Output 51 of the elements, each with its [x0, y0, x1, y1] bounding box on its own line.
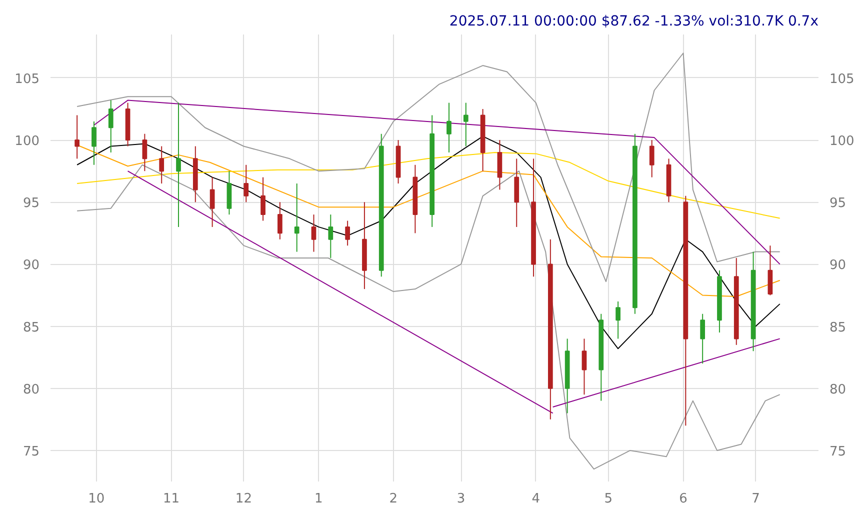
candlestick	[108, 100, 114, 153]
y2-tick-label: 90	[830, 258, 846, 274]
y2-tick-label: 105	[830, 72, 854, 87]
line-series	[93, 100, 780, 265]
y2-tick-label: 85	[830, 320, 846, 336]
candlestick	[700, 313, 706, 364]
y-tick-label: 100	[14, 134, 40, 150]
candlestick	[244, 164, 249, 203]
y-tick-label: 80	[22, 382, 40, 398]
x-tick-label: 7	[752, 492, 760, 505]
candlestick	[159, 146, 164, 184]
x-tick-label: 1	[314, 492, 323, 505]
line-series	[76, 52, 780, 282]
candlestick	[260, 176, 266, 222]
candlestick	[311, 214, 316, 252]
line-series	[76, 152, 780, 219]
x-tick-label: 3	[456, 492, 466, 505]
candlestick	[176, 102, 181, 228]
candlestick	[616, 300, 620, 340]
x-tick-label: 5	[604, 492, 613, 505]
x-tick-label: 6	[679, 492, 688, 505]
candlestick	[446, 102, 452, 153]
candlestick	[768, 245, 773, 296]
y-tick-label: 90	[22, 258, 40, 274]
candlestick	[345, 220, 350, 246]
y-tick-label: 75	[22, 444, 40, 460]
candlestick	[74, 114, 80, 160]
candlestick	[649, 140, 654, 178]
candlestick	[582, 338, 587, 396]
x-tick-label: 11	[162, 492, 180, 505]
candlestick	[210, 176, 215, 228]
x-tick-label: 2	[389, 492, 398, 505]
chart-title: 2025.07.11 00:00:00 $87.62 -1.33% vol:310.7K 0.7x	[449, 14, 819, 30]
x-tick-label: 4	[532, 492, 540, 505]
x-tick-label: 12	[235, 492, 252, 505]
candlestick	[463, 102, 468, 147]
y-tick-label: 105	[14, 72, 40, 87]
y2-tick-label: 100	[830, 134, 854, 150]
candlestick	[328, 214, 334, 258]
candlestick	[294, 183, 300, 252]
candlestick	[278, 202, 282, 240]
y-tick-label: 95	[22, 196, 40, 212]
y2-tick-label: 95	[830, 196, 846, 212]
x-tick-label: 10	[88, 492, 105, 505]
line-series	[76, 164, 780, 470]
y2-tick-label: 80	[830, 382, 846, 398]
y-tick-label: 85	[22, 320, 40, 336]
y2-tick-label: 75	[830, 444, 846, 460]
candlestick	[92, 120, 96, 166]
line-series	[76, 136, 780, 350]
candlestick	[142, 133, 148, 172]
